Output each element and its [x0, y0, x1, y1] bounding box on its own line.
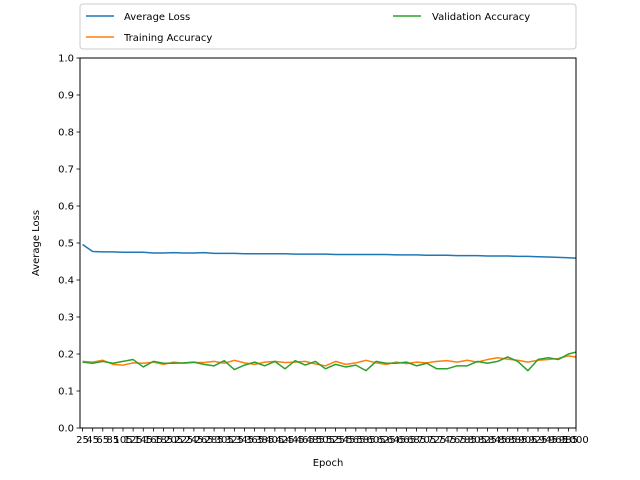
x-tick-label: 885 — [508, 435, 527, 446]
x-tick-label: 1000 — [563, 435, 588, 446]
y-tick-label: 0.1 — [58, 387, 74, 398]
series-layer — [82, 243, 577, 372]
x-tick-label: 285 — [205, 435, 224, 446]
x-tick-label: 605 — [367, 435, 386, 446]
x-tick-label: 185 — [154, 435, 173, 446]
y-tick-label: 0.7 — [58, 165, 74, 176]
y-tick-label: 0.8 — [58, 128, 74, 139]
x-tick-label: 905 — [518, 435, 537, 446]
y-tick-label: 0.2 — [58, 350, 74, 361]
x-tick-label: 585 — [356, 435, 375, 446]
x-tick-label: 545 — [336, 435, 355, 446]
x-tick-label: 85 — [107, 435, 120, 446]
x-tick-label: 505 — [316, 435, 335, 446]
x-tick-label: 625 — [377, 435, 396, 446]
x-tick-label: 205 — [164, 435, 183, 446]
x-axis-ticks: 2545658510512514516518520522524526528530… — [76, 428, 589, 446]
x-tick-label: 565 — [346, 435, 365, 446]
x-tick-label: 705 — [417, 435, 436, 446]
x-tick-label: 325 — [225, 435, 244, 446]
y-tick-label: 0.3 — [58, 313, 74, 324]
x-tick-label: 845 — [488, 435, 507, 446]
x-tick-label: 465 — [296, 435, 315, 446]
x-tick-label: 685 — [407, 435, 426, 446]
legend-frame — [79, 3, 577, 50]
x-axis-label: Epoch — [313, 458, 344, 469]
x-tick-label: 45 — [86, 435, 99, 446]
x-tick-label: 765 — [448, 435, 467, 446]
x-tick-label: 165 — [144, 435, 163, 446]
x-tick-label: 145 — [134, 435, 153, 446]
y-tick-label: 0.4 — [58, 276, 74, 287]
plot-area: 0.0 0.1 0.2 0.3 0.4 0.5 0.6 0.7 0.8 0.9 1.0 254565… — [58, 54, 589, 447]
x-tick-label: 645 — [387, 435, 406, 446]
x-tick-label: 805 — [468, 435, 487, 446]
legend-label-validation-accuracy: Validation Accuracy — [432, 12, 530, 23]
x-tick-label: 125 — [124, 435, 143, 446]
x-tick-label: 785 — [458, 435, 477, 446]
x-tick-label: 985 — [559, 435, 578, 446]
series-line-validation-accuracy — [82, 351, 577, 372]
x-tick-label: 65 — [96, 435, 109, 446]
y-axis-label: Average Loss — [31, 210, 42, 276]
x-tick-label: 25 — [76, 435, 89, 446]
legend-label-training-accuracy: Training Accuracy — [123, 33, 212, 44]
y-tick-label: 0.0 — [58, 424, 74, 435]
x-tick-label: 665 — [397, 435, 416, 446]
x-tick-label: 105 — [113, 435, 132, 446]
x-tick-label: 945 — [539, 435, 558, 446]
series-line-average-loss — [82, 243, 577, 259]
x-tick-label: 925 — [528, 435, 547, 446]
x-tick-label: 425 — [275, 435, 294, 446]
y-tick-label: 1.0 — [58, 54, 74, 65]
x-tick-label: 725 — [427, 435, 446, 446]
y-tick-label: 0.6 — [58, 202, 74, 213]
x-tick-label: 385 — [255, 435, 274, 446]
legend-label-average-loss: Average Loss — [124, 12, 190, 23]
x-tick-label: 345 — [235, 435, 254, 446]
x-tick-label: 405 — [265, 435, 284, 446]
y-axis-ticks: 0.0 0.1 0.2 0.3 0.4 0.5 0.6 0.7 0.8 0.9 1.0 — [58, 54, 80, 435]
x-tick-label: 365 — [245, 435, 264, 446]
x-tick-label: 445 — [286, 435, 305, 446]
x-tick-label: 485 — [306, 435, 325, 446]
y-tick-label: 0.5 — [58, 239, 74, 250]
plot-frame — [79, 57, 577, 429]
x-tick-label: 965 — [549, 435, 568, 446]
x-tick-label: 525 — [326, 435, 345, 446]
x-tick-label: 865 — [498, 435, 517, 446]
x-tick-label: 265 — [194, 435, 213, 446]
x-tick-label: 245 — [184, 435, 203, 446]
x-tick-label: 305 — [215, 435, 234, 446]
x-tick-label: 745 — [437, 435, 456, 446]
x-tick-label: 825 — [478, 435, 497, 446]
x-tick-label: 225 — [174, 435, 193, 446]
y-tick-label: 0.9 — [58, 91, 74, 102]
legend: Average Loss Training Accuracy Validatio… — [79, 3, 577, 50]
